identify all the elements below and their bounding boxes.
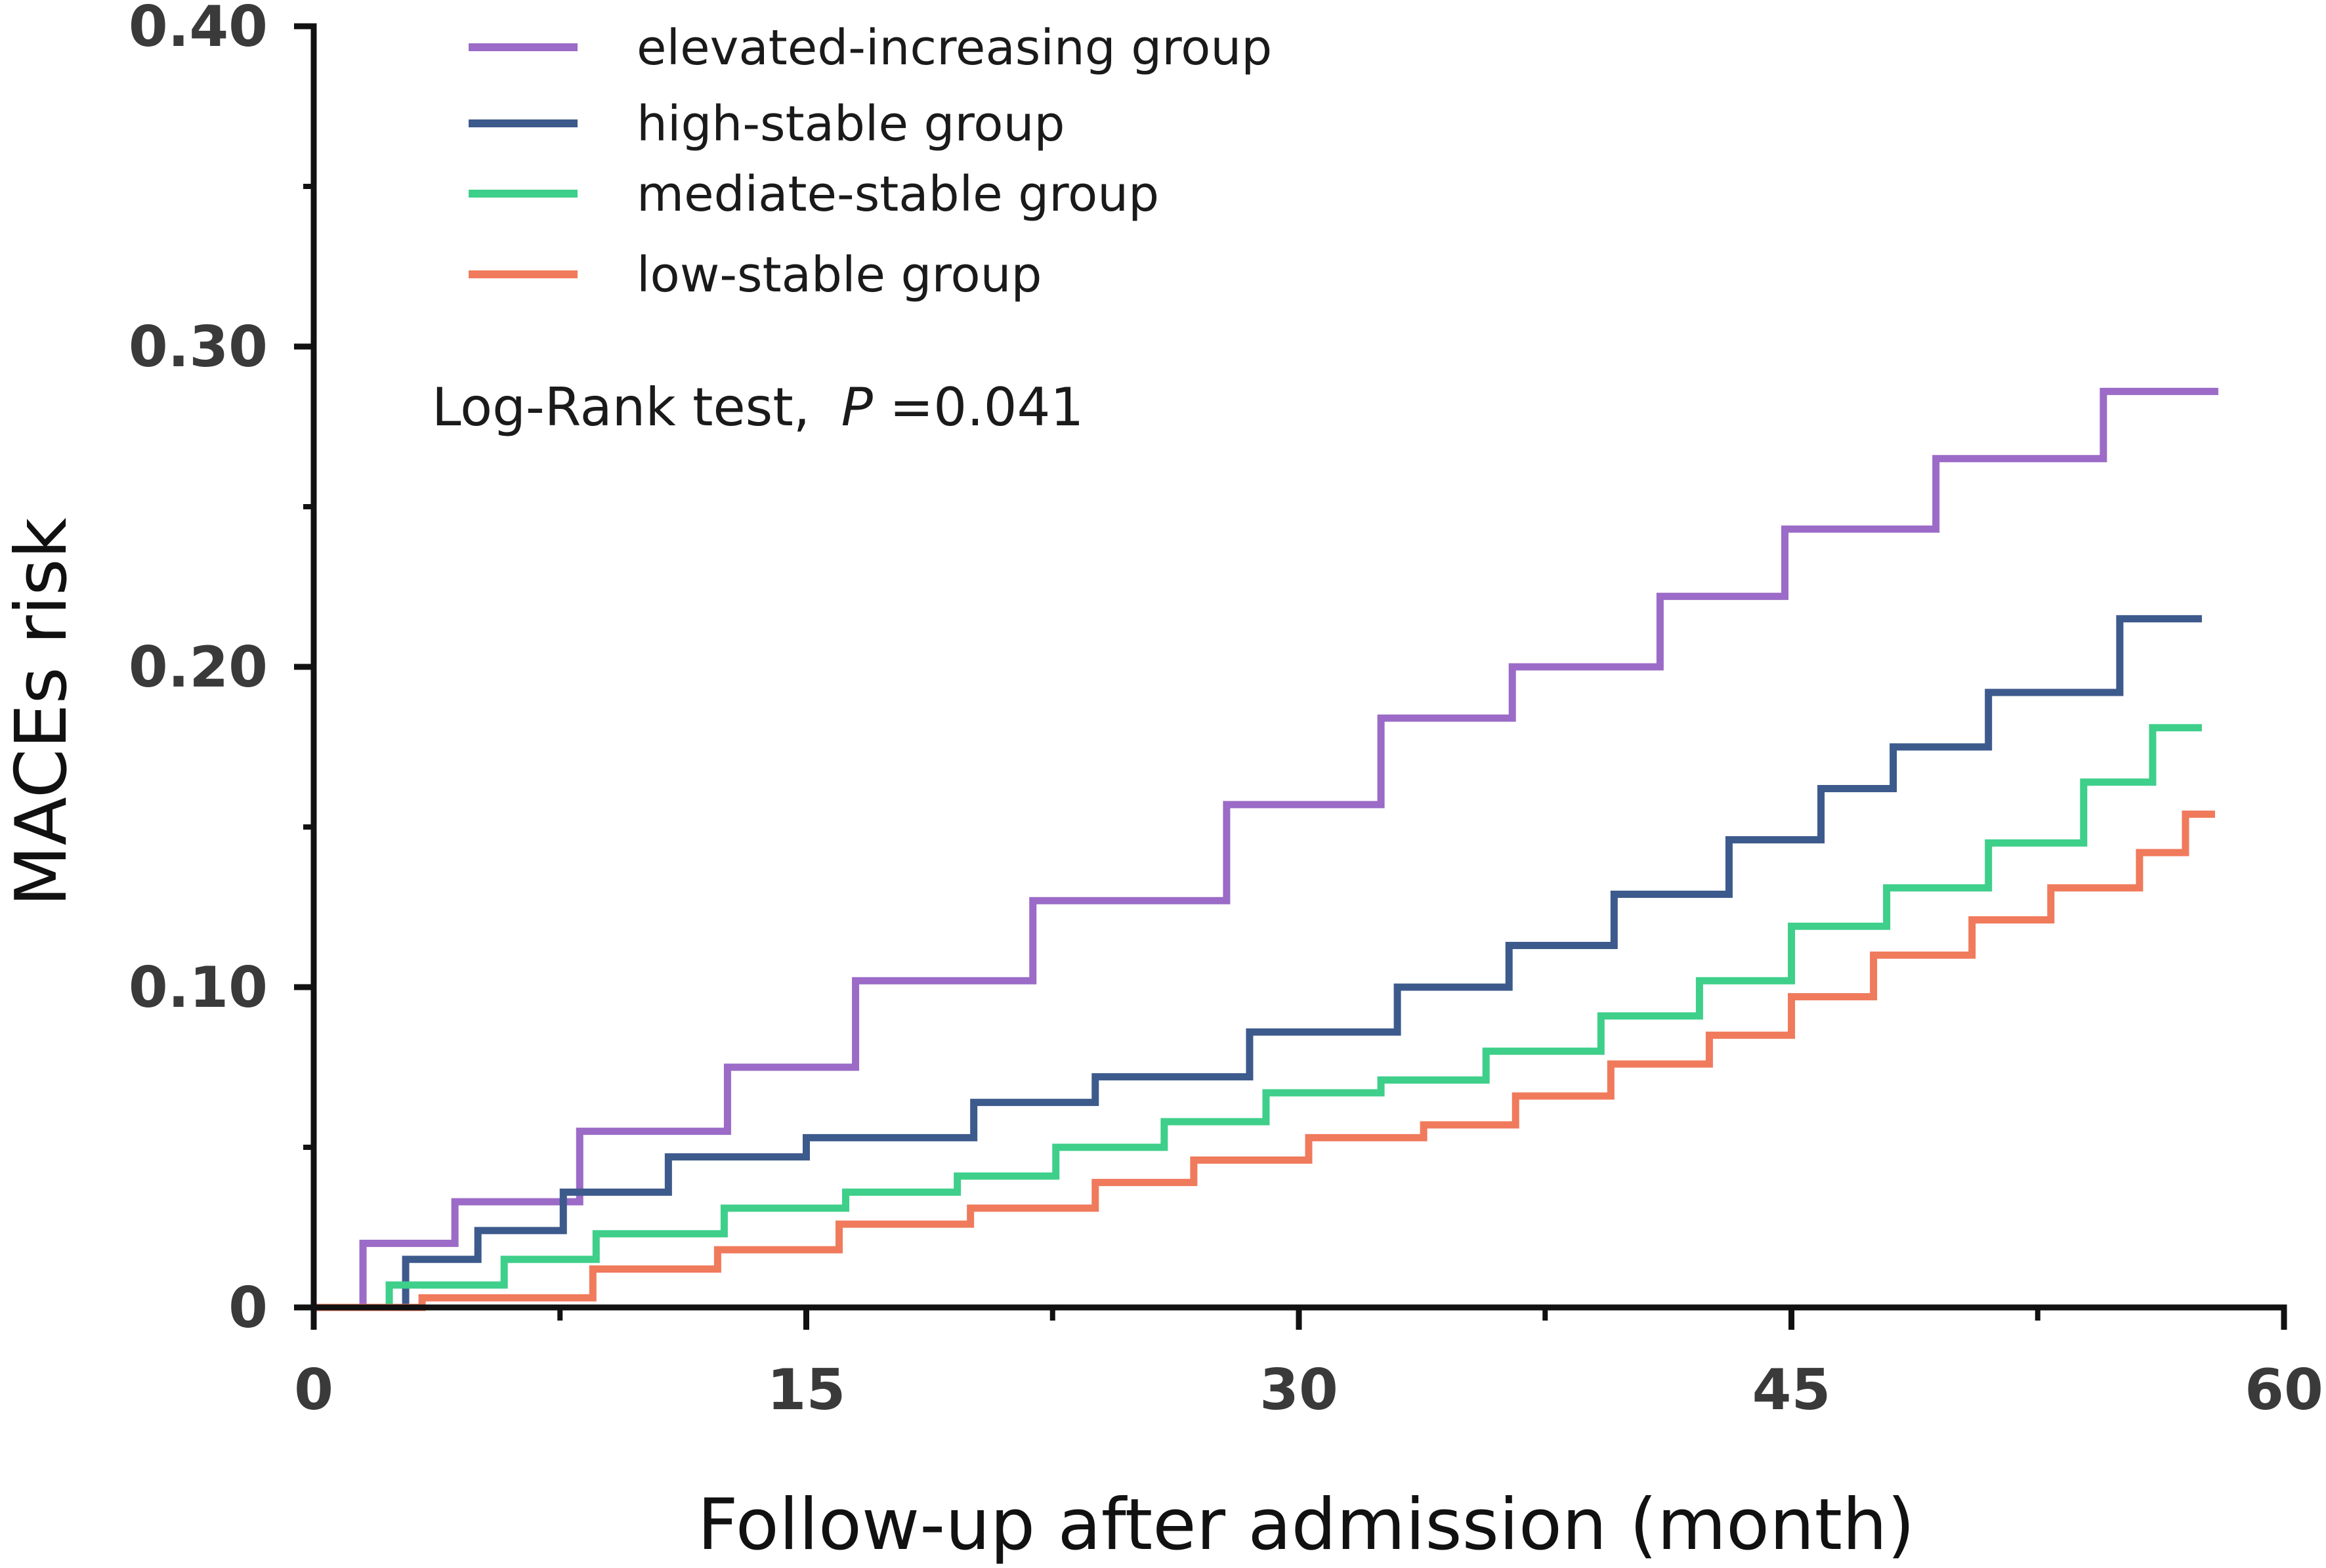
- p-symbol: P: [841, 377, 874, 438]
- x-tick-label: 60: [2245, 1357, 2323, 1423]
- x-tick-label: 0: [294, 1357, 333, 1423]
- legend-label: mediate-stable group: [637, 166, 1159, 222]
- axes: 0 0.10 0.20 0.30 0.40 0 15 30 45 60: [129, 0, 2323, 1423]
- y-tick-label: 0.40: [129, 0, 268, 60]
- series-line-4: [314, 810, 2215, 1311]
- legend-label: high-stable group: [637, 96, 1065, 152]
- series-layer: [314, 387, 2218, 1311]
- series-line-1: [314, 387, 2218, 1311]
- x-tick-label: 45: [1752, 1357, 1831, 1423]
- logrank-annotation: Log-Rank test, P =0.041: [432, 377, 1084, 438]
- logrank-prefix: Log-Rank test,: [432, 377, 810, 438]
- series-line-3: [314, 724, 2202, 1311]
- y-tick-label: 0: [228, 1275, 268, 1341]
- x-tick-label: 30: [1259, 1357, 1338, 1423]
- y-axis-title: MACEs risk: [1, 517, 83, 906]
- ticks-layer: 0 0.10 0.20 0.30 0.40 0 15 30 45 60: [129, 0, 2323, 1423]
- y-tick-label: 0.30: [129, 314, 268, 380]
- legend-label: elevated-increasing group: [637, 20, 1272, 76]
- x-axis-title: Follow-up after admission (month): [697, 1484, 1914, 1566]
- p-value: =0.041: [889, 377, 1084, 438]
- x-tick-label: 15: [767, 1357, 846, 1423]
- series-line-2: [314, 615, 2202, 1311]
- y-tick-label: 0.10: [129, 955, 268, 1021]
- legend-label: low-stable group: [637, 247, 1042, 303]
- y-tick-label: 0.20: [129, 635, 268, 700]
- legend: elevated-increasing group high-stable gro…: [469, 20, 1272, 303]
